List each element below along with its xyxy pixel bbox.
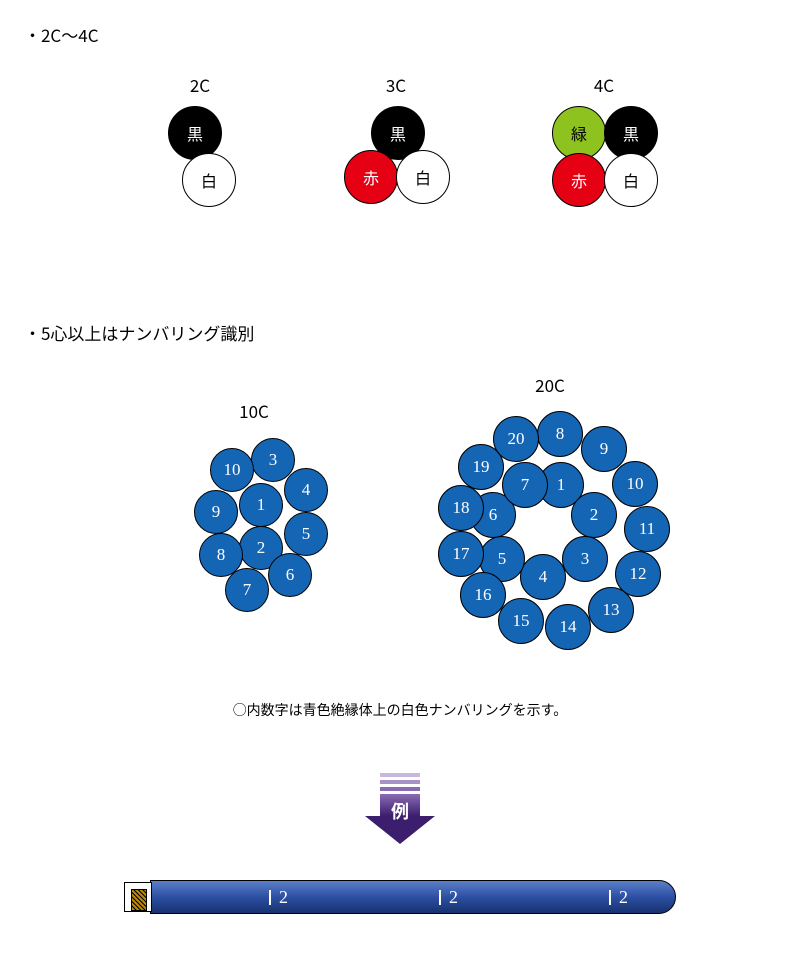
- numbered-core: 10: [612, 461, 658, 507]
- cable-body: 2 2 2: [150, 880, 676, 914]
- numbered-core: 7: [225, 568, 269, 612]
- numbered-core: 8: [537, 411, 583, 457]
- white-core: 白: [182, 153, 236, 207]
- col-label-3c: 3C: [346, 72, 446, 97]
- arrow-bar: [380, 780, 420, 784]
- cable-number: 2: [619, 887, 628, 908]
- numbered-core: 3: [562, 536, 608, 582]
- red-core: 赤: [344, 150, 398, 204]
- numbered-core: 8: [199, 533, 243, 577]
- cable-tip: [124, 882, 152, 912]
- red-core: 赤: [552, 153, 606, 207]
- col-label-2c: 2C: [150, 72, 250, 97]
- cluster-3c: 黒赤白: [344, 106, 454, 206]
- arrow-label: 例: [360, 798, 440, 824]
- black-core: 黒: [168, 106, 222, 160]
- cluster-4c: 緑黒赤白: [552, 106, 662, 210]
- cable-mark: [609, 890, 611, 905]
- numbered-core: 16: [460, 572, 506, 618]
- numbered-core: 18: [438, 485, 484, 531]
- numbered-core: 5: [284, 512, 328, 556]
- example-arrow: 例: [360, 770, 440, 844]
- cable-mark: [439, 890, 441, 905]
- numbered-core: 13: [588, 587, 634, 633]
- numbered-core: 4: [520, 554, 566, 600]
- numbered-core: 4: [284, 468, 328, 512]
- numbered-core: 20: [493, 416, 539, 462]
- numbered-core: 6: [268, 553, 312, 597]
- col-label-4c: 4C: [554, 72, 654, 97]
- black-core: 黒: [604, 106, 658, 160]
- cluster-10c: 12345678910: [172, 418, 352, 628]
- cable-number: 2: [279, 887, 288, 908]
- arrow-bar: [380, 773, 420, 777]
- cable-number: 2: [449, 887, 458, 908]
- green-core: 緑: [552, 106, 606, 160]
- section1-heading: ・2C～4C: [24, 22, 99, 47]
- numbered-core: 10: [210, 448, 254, 492]
- cluster-20c: 1234567891011121314151617181920: [438, 398, 678, 668]
- numbered-core: 11: [624, 506, 670, 552]
- cable-conductor-icon: [131, 889, 147, 911]
- numbered-core: 2: [571, 492, 617, 538]
- white-core: 白: [604, 153, 658, 207]
- numbered-core: 17: [438, 531, 484, 577]
- arrow-bar: [380, 787, 420, 791]
- numbered-core: 9: [194, 490, 238, 534]
- white-core: 白: [396, 150, 450, 204]
- cable-mark: [269, 890, 271, 905]
- cluster-2c: 黒白: [168, 106, 238, 210]
- numbering-caption: ○内数字は青色絶縁体上の白色ナンバリングを示す。: [0, 700, 800, 720]
- numbered-core: 1: [239, 483, 283, 527]
- cable-example: 2 2 2: [124, 880, 676, 914]
- numbered-core: 14: [545, 604, 591, 650]
- section2-heading: ・5心以上はナンバリング識別: [24, 320, 254, 345]
- numbered-core: 7: [502, 462, 548, 508]
- col-label-20c: 20C: [500, 372, 600, 397]
- numbered-core: 15: [498, 598, 544, 644]
